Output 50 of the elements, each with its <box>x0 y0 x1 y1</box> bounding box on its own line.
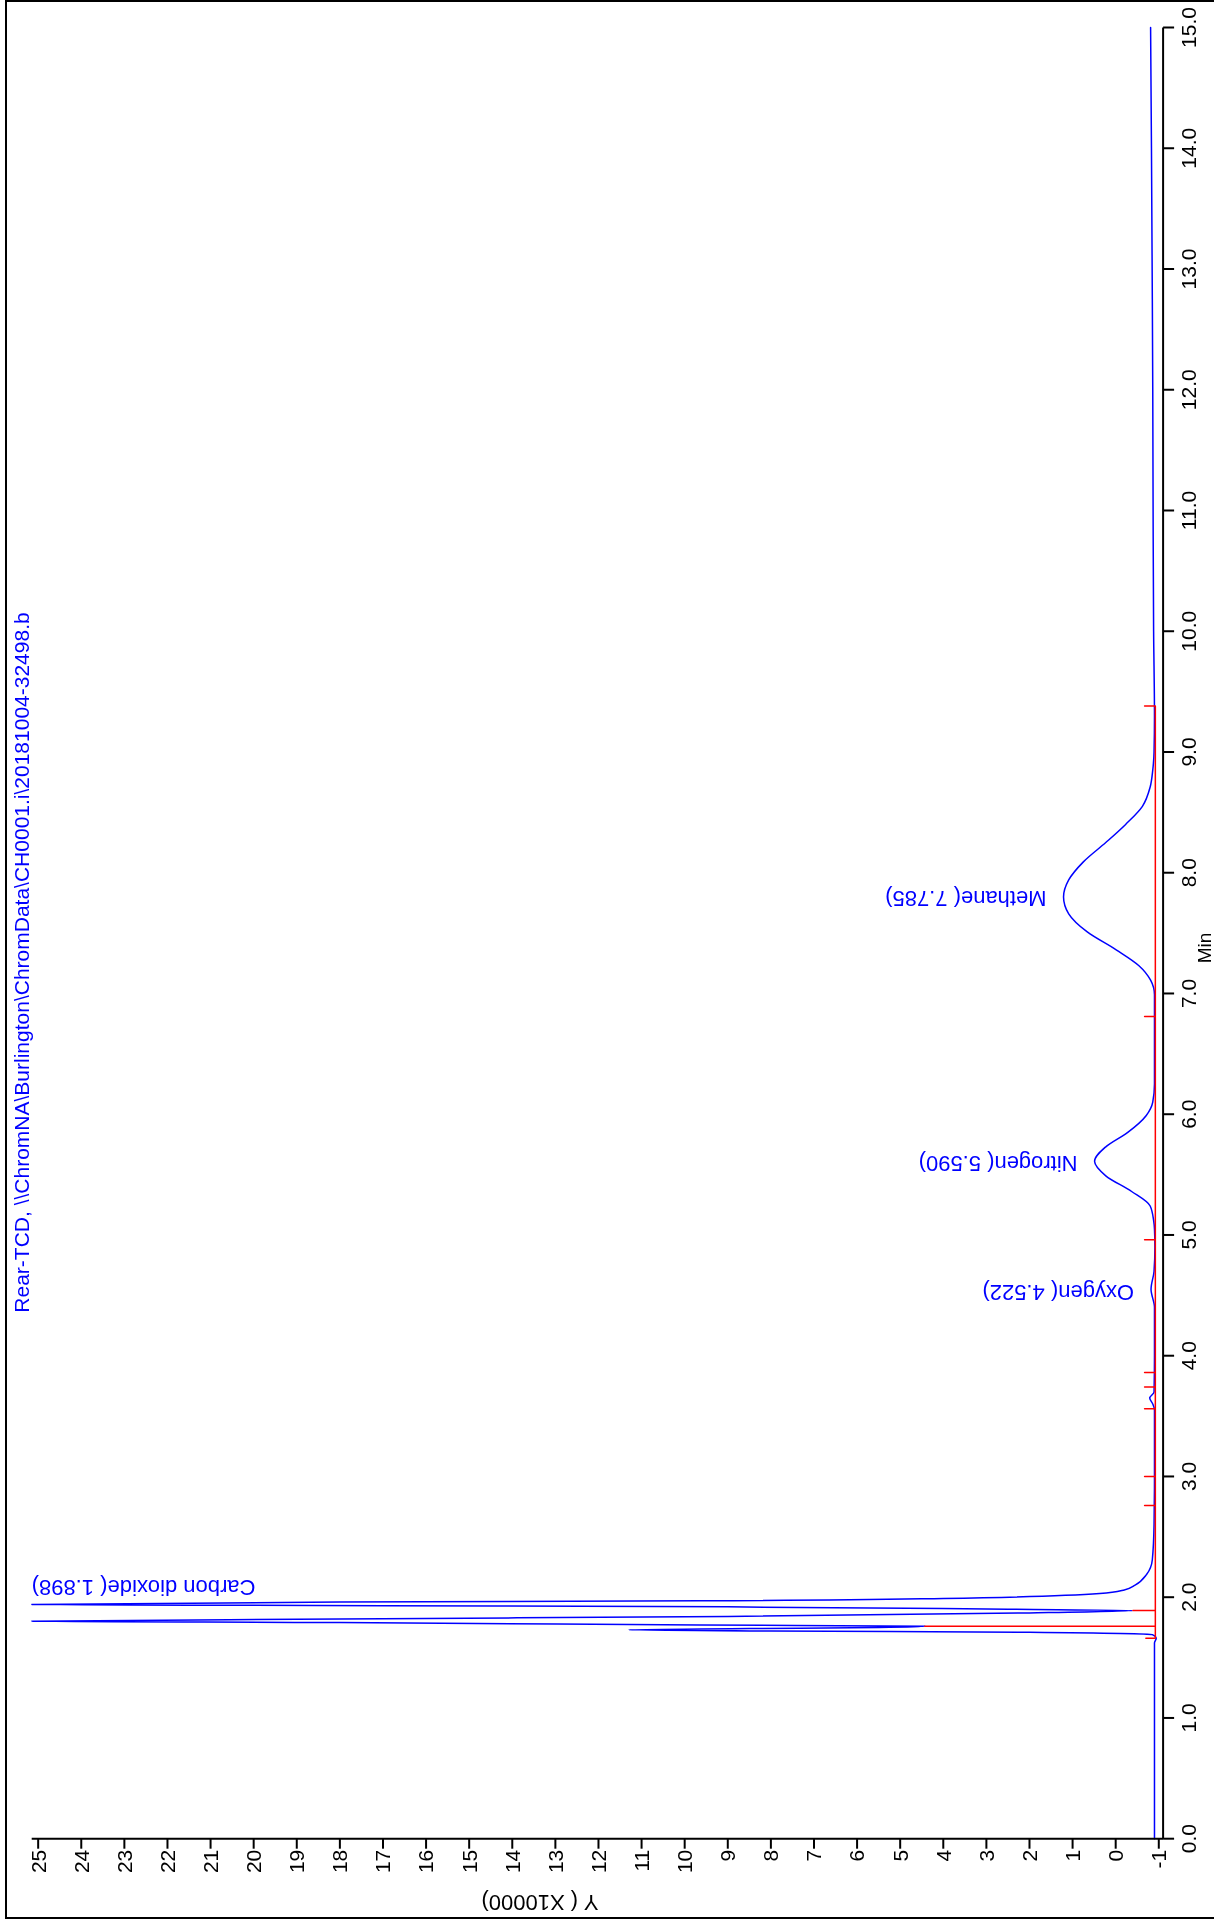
x-tick-label: 19 <box>285 1849 309 1874</box>
x-tick-label: 21 <box>198 1849 222 1874</box>
annotation: Oxygen( 4.522) <box>982 1279 1135 1305</box>
x-tick-label: 18 <box>328 1849 352 1874</box>
x-tick-label: 15 <box>457 1849 481 1874</box>
x-tick-label: 23 <box>112 1849 136 1874</box>
y-tick-label: 13.0 <box>1177 248 1200 290</box>
x-tick-label: 7 <box>802 1849 826 1862</box>
y-tick-label: 10.0 <box>1177 610 1200 652</box>
y-tick-label: 3.0 <box>1177 1461 1200 1492</box>
x-tick-label: 25 <box>26 1849 50 1874</box>
x-tick-label: 3 <box>974 1849 998 1862</box>
x-tick-label: 16 <box>414 1849 438 1874</box>
x-axis-title: Y ( X10000) <box>481 1890 599 1916</box>
text: Rear-TCD, \\ChromNA\Burlington\ChromData\CH0001.i\20181004-32498.b <box>10 612 34 1313</box>
y-tick-label: 7.0 <box>1177 978 1200 1009</box>
x-tick-label: 1 <box>1060 1849 1084 1862</box>
x-tick-label: 2 <box>1017 1849 1041 1862</box>
y-tick-label: 2.0 <box>1177 1582 1200 1612</box>
y-tick-label: 9.0 <box>1177 737 1200 767</box>
y-tick-label: 4.0 <box>1177 1341 1200 1371</box>
x-tick-label: 24 <box>69 1849 93 1874</box>
x-tick-label: 8 <box>759 1849 783 1862</box>
y-tick-label: 1.0 <box>1177 1703 1200 1733</box>
x-tick-label: 10 <box>673 1849 697 1874</box>
x-tick-label: 0 <box>1104 1849 1128 1862</box>
y-tick-label: 6.0 <box>1177 1099 1200 1129</box>
y-tick-label: 14.0 <box>1177 127 1200 169</box>
y-tick-label: 0.0 <box>1177 1824 1200 1854</box>
x-tick-label: 14 <box>500 1849 524 1874</box>
y-tick-label: 15.0 <box>1177 7 1200 48</box>
x-tick-label: 9 <box>716 1849 740 1862</box>
x-tick-label: 13 <box>543 1849 567 1874</box>
x-tick-label: 5 <box>888 1849 912 1862</box>
annotation: Methane( 7.785) <box>885 885 1047 911</box>
x-tick-label: 11 <box>629 1849 653 1872</box>
y-axis-title: Min <box>1194 932 1214 964</box>
y-tick-label: 12.0 <box>1177 369 1200 411</box>
x-tick-label: 20 <box>242 1849 266 1874</box>
y-tick-label: 8.0 <box>1177 858 1200 888</box>
x-tick-label: 17 <box>371 1849 395 1874</box>
annotation: Nitrogen( 5.590) <box>918 1151 1078 1177</box>
x-tick-label: 4 <box>931 1849 955 1862</box>
y-tick-label: 5.0 <box>1177 1220 1200 1250</box>
annotation: Carbon dioxide( 1.898) <box>31 1574 256 1600</box>
x-tick-label: -1 <box>1147 1849 1171 1869</box>
y-tick-label: 11.0 <box>1177 490 1200 531</box>
x-tick-label: 22 <box>155 1849 179 1874</box>
x-tick-label: 12 <box>586 1849 610 1874</box>
x-tick-label: 6 <box>845 1849 869 1862</box>
